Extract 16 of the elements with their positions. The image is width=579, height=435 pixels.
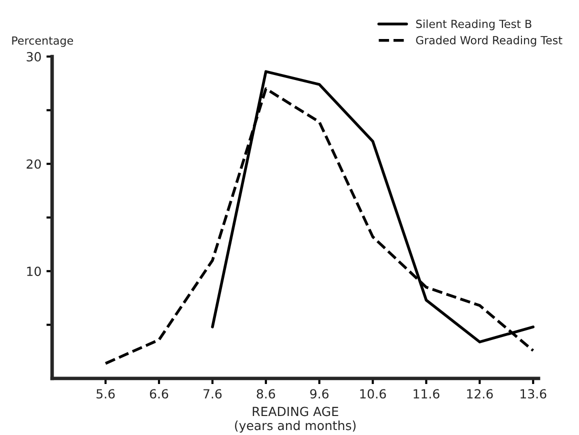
x-tick-label: 5.6 [96,389,115,399]
x-tick-label: 8.6 [256,389,276,399]
y-axis-title: Percentage [12,36,74,47]
y-tick-label: 20 [26,159,41,169]
x-tick-label: 7.6 [204,389,222,399]
x-axis-title: READING AGE (years and months) [235,406,356,433]
x-tick-label: 10.6 [360,389,386,399]
x-tick-label: 12.6 [467,389,493,399]
x-tick-label: 13.6 [520,389,546,399]
y-tick-label: 30 [26,52,41,62]
legend-label: Silent Reading Test B [416,19,532,30]
y-tick-label: 10 [27,266,41,276]
x-tick-label: 11.6 [414,389,440,399]
x-tick-label: 6.6 [150,389,168,399]
legend-label: Graded Word Reading Test [416,36,562,47]
x-tick-label: 9.6 [310,389,328,399]
